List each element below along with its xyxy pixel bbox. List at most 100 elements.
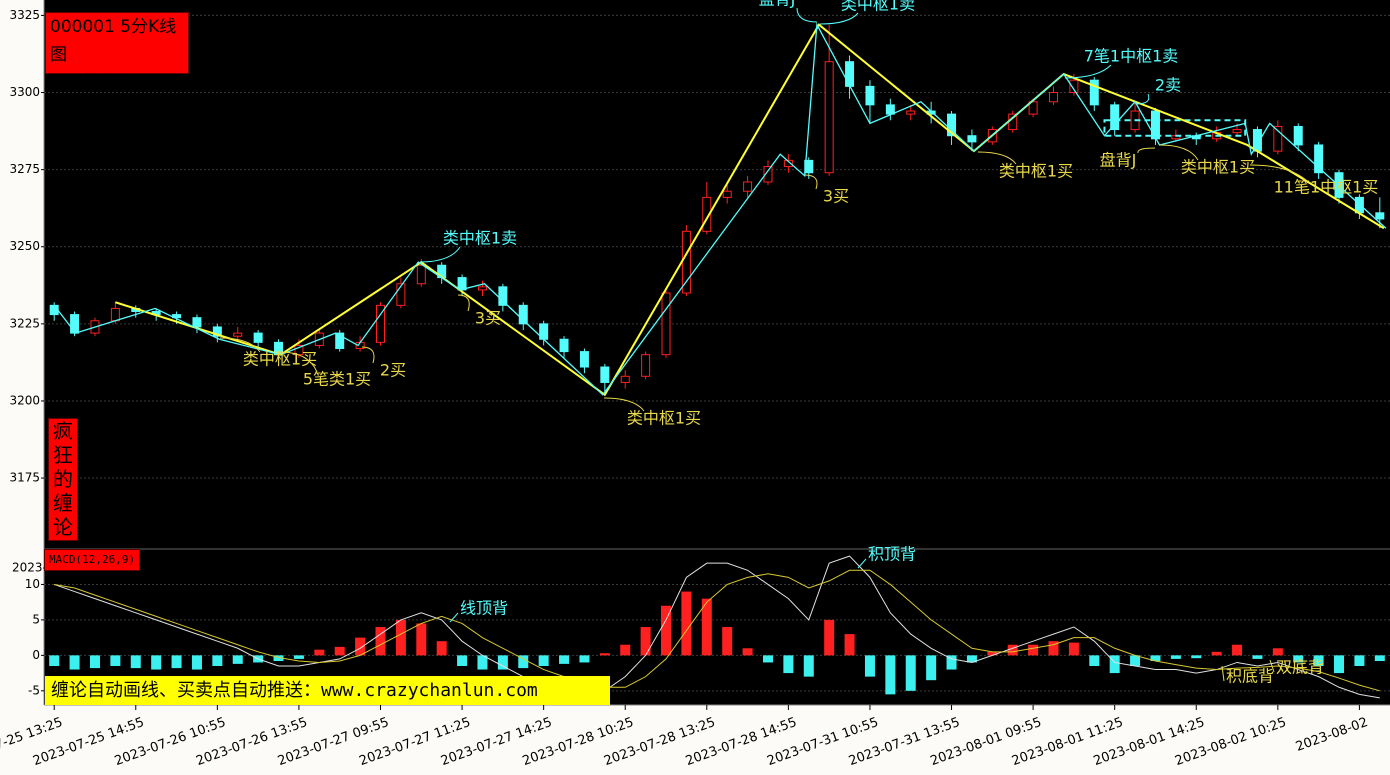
stroke-line (53, 22, 1387, 396)
y-tick-label: 0 (32, 648, 40, 662)
candle-body (763, 166, 773, 183)
candle-body (1069, 79, 1079, 94)
candle-body (845, 61, 855, 87)
macd-bar (620, 644, 631, 656)
pivot-box (1103, 119, 1247, 137)
macd-bar (416, 623, 427, 656)
annotation: 类中枢1买 (627, 409, 701, 428)
macd-bar (538, 655, 549, 666)
macd-bar (395, 619, 406, 656)
macd-bar (191, 655, 202, 670)
macd-line (54, 555, 1380, 699)
macd-bar (966, 655, 977, 663)
candle-body (559, 338, 569, 353)
macd-bar (987, 651, 998, 656)
annotation-arrow (1135, 93, 1150, 105)
macd-bar (1293, 655, 1304, 663)
annotation: 积顶背 (868, 545, 916, 564)
macd-line (54, 569, 1380, 692)
macd-bar (375, 627, 386, 656)
macd-bar (497, 655, 508, 670)
annotation-arrow (279, 351, 318, 373)
macd-bar (864, 655, 875, 677)
macd-bar (334, 646, 345, 656)
annotation-arrow (1137, 147, 1156, 154)
macd-bar (905, 655, 916, 691)
annotation: 类中枢1卖 (841, 0, 915, 14)
y-tick-label: 10 (25, 577, 40, 591)
candle-body (906, 110, 916, 115)
annotation: 盘背J (759, 0, 796, 9)
stroke-line (115, 23, 1385, 397)
macd-bar (762, 655, 773, 663)
macd-bar (946, 655, 957, 670)
y-tick-label: 3200 (9, 393, 40, 407)
macd-bar (1272, 648, 1283, 656)
annotation-arrow (419, 246, 461, 263)
annotation-arrow (1064, 64, 1112, 79)
macd-bar (640, 627, 651, 656)
macd-bar (1354, 655, 1365, 666)
macd-bar (314, 649, 325, 656)
candle-body (661, 292, 671, 356)
candle-body (110, 307, 120, 322)
annotation-arrow (857, 558, 867, 569)
candle-body (396, 283, 406, 306)
candle-body (1150, 110, 1160, 140)
annotation-arrow (603, 397, 645, 412)
candle-body (498, 286, 508, 306)
candle-body (518, 304, 528, 325)
macd-bar (681, 591, 692, 656)
macd-bar (49, 655, 60, 666)
annotation: 积底背 (1226, 667, 1274, 686)
code-title: 000001 5分K线图 (50, 17, 177, 65)
annotation-arrow (819, 12, 859, 25)
candle-body (376, 304, 385, 343)
macd-bar (803, 655, 814, 677)
candle-body (70, 314, 80, 334)
macd-bar (579, 655, 590, 663)
candle-body (620, 375, 630, 383)
macd-bar (599, 653, 610, 656)
macd-bar (69, 655, 80, 670)
macd-bar (1048, 641, 1059, 656)
index-name: 上证指数 (50, 73, 118, 93)
macd-bar (926, 655, 937, 681)
annotation-arrow (449, 612, 459, 623)
macd-bar (293, 655, 304, 659)
candle-body (192, 317, 202, 328)
side-label: 疯狂的缠论 (48, 418, 78, 541)
annotation: 类中枢1卖 (443, 229, 517, 248)
macd-bar (171, 655, 182, 669)
x-tick-label: 2023-08-02 (1294, 715, 1370, 755)
macd-bar (355, 637, 366, 656)
candle-body (947, 113, 957, 137)
candle-body (579, 351, 589, 368)
candle-body (600, 366, 610, 383)
macd-bar (1028, 644, 1039, 656)
y-tick-label: -5 (28, 683, 40, 697)
macd-bar (1374, 655, 1385, 662)
candle-body (865, 85, 875, 106)
candle-body (681, 230, 691, 294)
macd-bar (1232, 644, 1243, 656)
macd-bar (1211, 651, 1222, 656)
macd-bar (1150, 655, 1161, 662)
macd-bar (1191, 655, 1202, 659)
candle-body (804, 159, 814, 174)
y-tick-label: 3325 (9, 8, 40, 22)
macd-bar (844, 634, 855, 656)
annotation-arrow (977, 151, 1017, 165)
macd-bar (89, 655, 100, 669)
annotation: 3买 (475, 309, 501, 328)
candle-body (1293, 125, 1303, 146)
candle-body (1110, 104, 1120, 131)
y-tick-label: 5 (32, 612, 40, 626)
annotation: 5笔类1买 (303, 370, 371, 389)
candle-body (1028, 101, 1038, 115)
candle-body (824, 61, 834, 174)
candle-body (1049, 92, 1058, 103)
annotation-arrow (219, 337, 261, 353)
candle-body (967, 135, 977, 143)
